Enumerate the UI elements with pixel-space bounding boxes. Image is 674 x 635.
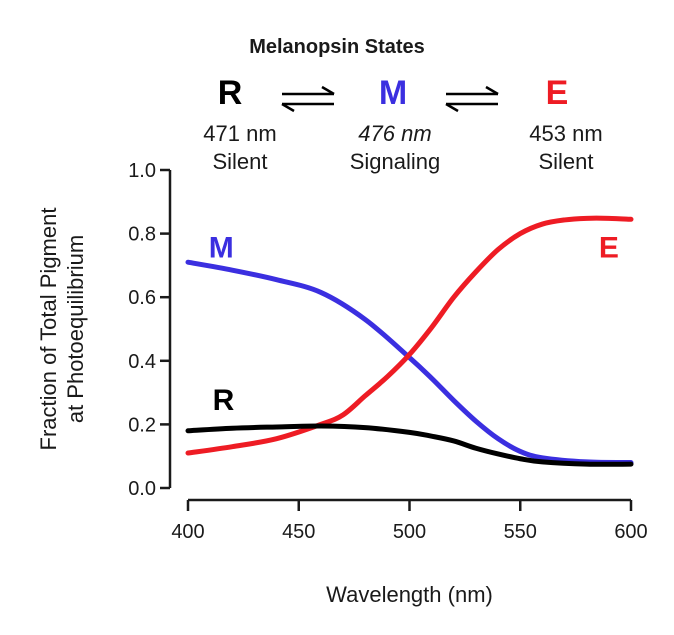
state-r-status: Silent [212,149,268,174]
chart-title: Melanopsin States [249,36,425,58]
state-m-info: 476 nm Signaling [350,120,441,176]
y-tick-label: 0.8 [128,224,156,246]
state-e-status: Silent [538,149,594,174]
state-e-wavelength: 453 nm [529,121,603,146]
state-e-letter: E [545,74,569,112]
x-tick-label: 500 [393,521,426,543]
state-r-letter: R [217,74,243,112]
series-label-m: M [209,231,234,264]
equilibrium-arrow-icon [445,85,499,113]
y-tick-label: 0.4 [128,351,156,373]
x-tick-label: 550 [504,521,537,543]
state-e-info: 453 nm Silent [529,120,602,176]
y-tick-label: 1.0 [128,160,156,182]
x-tick-label: 600 [614,521,647,543]
series-label-r: R [213,384,235,417]
x-tick-label: 400 [171,521,204,543]
y-axis-title: Fraction of Total Pigment [36,208,61,451]
y-tick-label: 0.2 [128,414,156,436]
y-axis-title-line2: at Photoequilibrium [63,235,88,423]
y-tick-label: 0.0 [128,478,156,500]
state-r-info: 471 nm Silent [203,120,276,176]
x-tick-label: 450 [282,521,315,543]
series-label-e: E [599,231,619,264]
series-m-line [185,259,634,466]
state-m-wavelength: 476 nm [358,121,432,146]
y-tick-label: 0.6 [128,287,156,309]
x-axis-title: Wavelength (nm) [326,582,493,607]
state-r-wavelength: 471 nm [203,121,277,146]
state-m-letter: M [378,74,408,112]
series-r-line [185,423,634,467]
series-e-line [185,215,634,456]
equilibrium-arrow-icon [281,85,335,113]
state-m-status: Signaling [349,149,441,174]
